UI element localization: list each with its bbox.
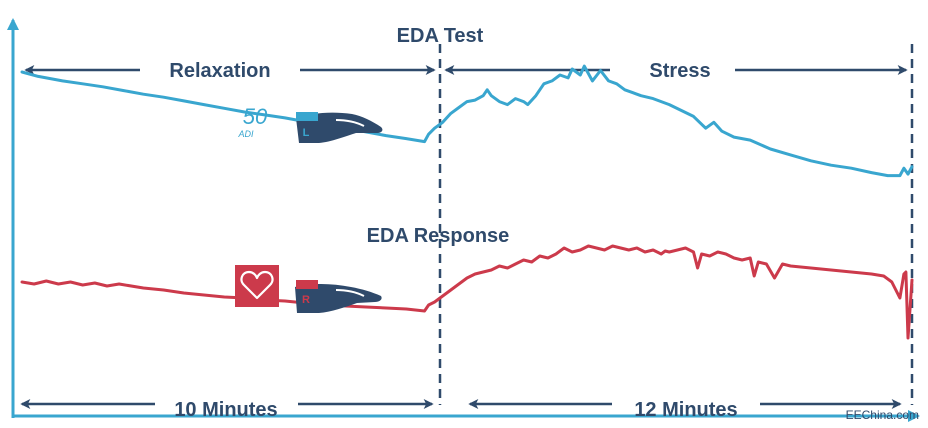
phase-label-relaxation: Relaxation bbox=[169, 60, 270, 82]
chart-subtitle: EDA Response bbox=[367, 225, 510, 247]
left-hand-badge: L bbox=[303, 127, 310, 139]
series-line-1 bbox=[20, 64, 914, 178]
heart-icon bbox=[235, 265, 279, 307]
adi-value: 50 bbox=[243, 104, 268, 129]
watermark: EEChina.com bbox=[846, 408, 919, 422]
phase-label-stress: Stress bbox=[649, 60, 710, 82]
right-hand-badge: R bbox=[302, 294, 310, 306]
adi-unit: ADI bbox=[237, 129, 254, 139]
right-hand-icon: R bbox=[295, 280, 382, 313]
duration-label-2: 12 Minutes bbox=[634, 399, 737, 421]
left-sensor-cap bbox=[296, 112, 318, 121]
chart-title: EDA Test bbox=[397, 25, 484, 47]
duration-label-1: 10 Minutes bbox=[174, 399, 277, 421]
series-line-2 bbox=[20, 244, 914, 340]
left-hand-icon: L bbox=[296, 112, 383, 143]
series-layer bbox=[20, 64, 914, 340]
right-sensor-cap bbox=[296, 280, 318, 289]
